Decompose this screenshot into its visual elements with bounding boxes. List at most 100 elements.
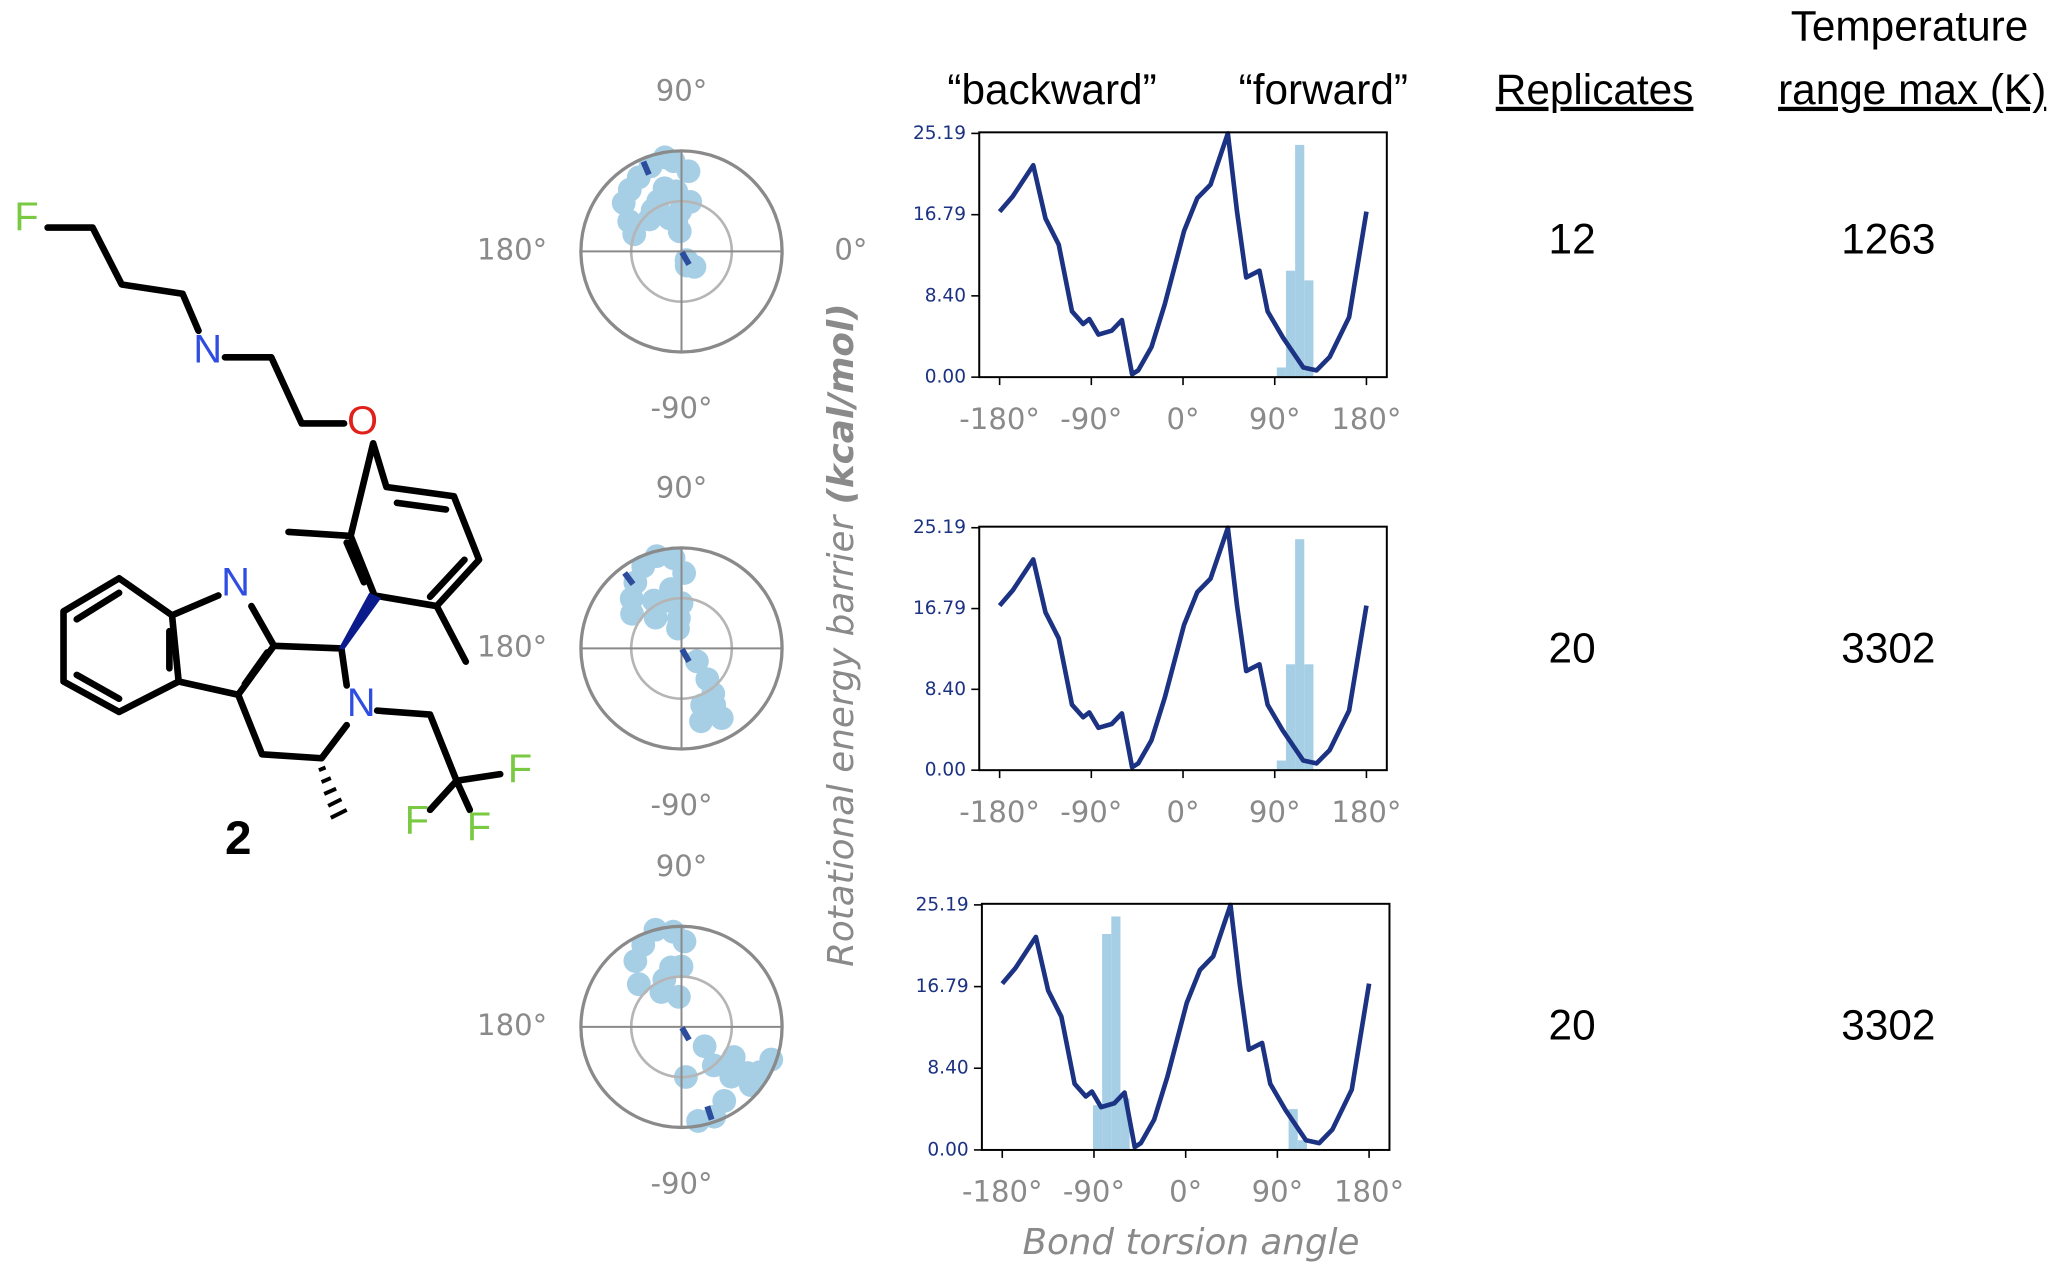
histogram-bar — [1288, 1109, 1298, 1150]
polar-point — [667, 219, 692, 244]
histogram-bar — [1092, 1105, 1103, 1150]
column-header: Temperature — [1791, 2, 2029, 49]
table-cell: 1263 — [1841, 215, 1935, 262]
x-tick-label: -180° — [959, 795, 1040, 829]
polar-point — [689, 709, 713, 734]
atom-label: F — [508, 747, 532, 791]
x-tick-label: 0° — [1169, 1175, 1202, 1209]
y-axis-label: Rotational energy barrier (kcal/mol) — [821, 303, 862, 966]
polar-marker — [679, 1026, 692, 1042]
x-tick-label: 0° — [1166, 795, 1199, 829]
figure-content: F N O N N F F F 2 “backward” “forward” R… — [14, 2, 2046, 1263]
table-cell: 12 — [1549, 215, 1596, 262]
atom-label: N — [221, 560, 250, 604]
angle-tick-label: 180° — [477, 1008, 547, 1042]
plot-frame — [978, 131, 1388, 379]
y-tick-label: 8.40 — [927, 1058, 968, 1079]
y-tick-label: 25.19 — [916, 894, 969, 915]
y-tick-label: 25.19 — [913, 123, 966, 144]
atom-label: F — [405, 799, 429, 843]
x-tick-label: -180° — [959, 402, 1040, 436]
polar-marker — [679, 250, 692, 266]
histogram-bar — [1285, 270, 1296, 378]
histogram-bar — [1111, 916, 1121, 1150]
y-tick-label: 16.79 — [913, 598, 966, 619]
x-tick-label: -90° — [1060, 795, 1122, 829]
polar-point — [643, 605, 668, 630]
angle-tick-label: 180° — [477, 232, 547, 266]
polar-point — [637, 207, 662, 232]
x-tick-label: 180° — [1331, 795, 1401, 829]
column-header: “backward” — [947, 66, 1156, 113]
polar-point — [611, 191, 636, 215]
angle-tick-label: 180° — [477, 629, 547, 663]
y-tick-label: 8.40 — [925, 285, 966, 306]
y-tick-label: 0.00 — [927, 1139, 968, 1160]
energy-line — [997, 525, 1369, 770]
polar-point — [626, 972, 651, 997]
angle-tick-label: 90° — [656, 74, 708, 108]
polar-point — [676, 159, 701, 184]
histogram-bar — [1120, 1098, 1130, 1150]
histogram-bar — [1304, 664, 1314, 771]
y-axis-label-text: Rotational energy barrier — [821, 504, 862, 966]
angle-tick-label: 0° — [834, 232, 867, 266]
polar-point — [684, 649, 709, 674]
x-tick-label: 180° — [1334, 1175, 1404, 1209]
histogram-bar — [1297, 1140, 1307, 1150]
y-axis-label-unit: (kcal/mol) — [821, 303, 862, 504]
angle-tick-label: 90° — [656, 471, 708, 505]
y-tick-label: 16.79 — [916, 976, 969, 997]
polar-marker — [704, 1105, 715, 1121]
polar-marker — [679, 647, 692, 663]
x-tick-label: 90° — [1252, 1175, 1304, 1209]
y-tick-label: 0.00 — [925, 367, 966, 388]
histogram-bar — [1304, 280, 1314, 378]
plot-frame — [978, 525, 1388, 772]
y-tick-label: 8.40 — [925, 679, 966, 700]
angle-tick-label: 90° — [656, 849, 708, 883]
histogram-bar — [1102, 933, 1112, 1150]
polar-point — [666, 616, 690, 641]
angle-tick-label: -90° — [650, 391, 712, 425]
column-header: “forward” — [1239, 66, 1408, 113]
atom-label: N — [193, 327, 222, 371]
polar-point — [672, 561, 697, 585]
polar-point — [666, 984, 691, 1009]
energy-line — [997, 131, 1369, 377]
x-tick-label: -90° — [1063, 1175, 1125, 1209]
angle-tick-label: -90° — [650, 788, 712, 822]
atom-label: F — [14, 195, 38, 239]
polar-point — [709, 706, 734, 731]
x-tick-label: 90° — [1249, 402, 1301, 436]
atom-label: O — [347, 399, 378, 443]
polar-point — [692, 1034, 717, 1059]
column-header: range max (K) — [1778, 66, 2046, 113]
column-header: Replicates — [1496, 66, 1694, 113]
histogram-bar — [1276, 760, 1286, 771]
polar-marker — [640, 160, 652, 176]
atom-label: N — [347, 681, 376, 725]
x-tick-label: 180° — [1331, 402, 1401, 436]
polar-point — [623, 949, 648, 973]
molecule: F N O N N F F F 2 — [14, 195, 532, 865]
polar-point — [719, 1064, 744, 1089]
x-tick-label: -180° — [962, 1175, 1043, 1209]
x-tick-label: -90° — [1060, 402, 1122, 436]
x-axis-label: Bond torsion angle — [1022, 1222, 1359, 1263]
table-cell: 20 — [1549, 624, 1596, 671]
polar-point — [672, 929, 697, 954]
x-tick-label: 90° — [1249, 795, 1301, 829]
y-tick-label: 0.00 — [925, 760, 966, 781]
plot-frame — [980, 902, 1391, 1151]
table-cell: 3302 — [1841, 624, 1935, 671]
atom-label: F — [467, 805, 491, 849]
energy-line — [1000, 902, 1372, 1150]
y-tick-label: 16.79 — [913, 204, 966, 225]
compound-number: 2 — [225, 812, 252, 865]
histogram-bar — [1276, 367, 1286, 378]
angle-tick-label: -90° — [650, 1167, 712, 1201]
table-cell: 20 — [1549, 1001, 1596, 1048]
y-tick-label: 25.19 — [913, 517, 966, 538]
